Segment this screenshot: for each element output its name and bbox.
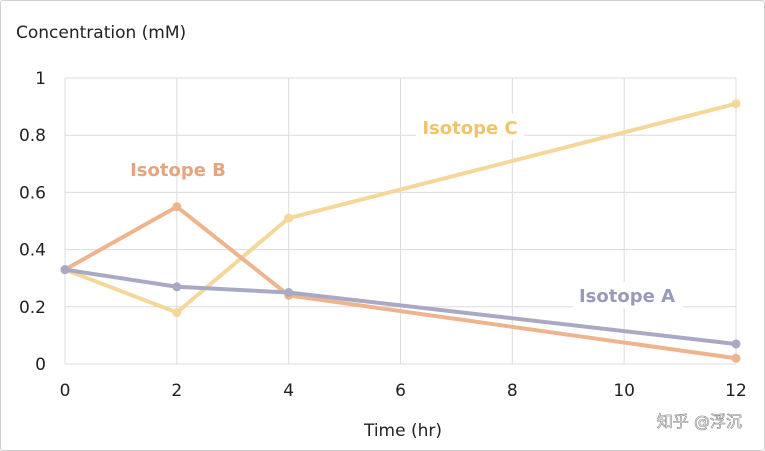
isotope-b-line: [63, 204, 738, 361]
x-tick-label: 4: [283, 381, 294, 401]
x-tick-label: 8: [507, 381, 518, 401]
isotope-b-point: [731, 353, 741, 363]
series-labels: Isotope C Isotope B Isotope A: [130, 114, 683, 308]
isotope-a-point: [172, 282, 182, 292]
y-tick-label: 0.6: [19, 183, 46, 203]
x-tick-label: 0: [60, 381, 71, 401]
isotope-c-point: [284, 213, 294, 223]
grid-lines: [64, 77, 737, 365]
x-tick-label: 10: [613, 381, 635, 401]
x-axis-title: Time (hr): [363, 421, 442, 441]
y-tick-label: 0.8: [19, 126, 46, 146]
isotope-a-label: Isotope A: [579, 286, 675, 307]
isotope-c-point: [172, 308, 182, 318]
y-tick-labels: 0 0.2 0.4 0.6 0.8 1: [19, 69, 46, 375]
y-axis-title: Concentration (mM): [16, 23, 186, 43]
isotope-a-point: [60, 265, 70, 275]
watermark-text: 知乎 @浮沉: [657, 412, 742, 431]
y-tick-label: 0: [35, 355, 46, 375]
isotope-a-point: [284, 288, 294, 297]
x-tick-label: 6: [395, 381, 406, 401]
isotope-a-line: [63, 267, 738, 346]
isotope-c-label: Isotope C: [422, 118, 517, 139]
x-tick-label: 2: [171, 381, 182, 401]
x-tick-label: 12: [725, 381, 747, 401]
isotope-a-point: [731, 339, 741, 349]
isotope-c-line: [63, 101, 738, 315]
isotope-c-point: [731, 99, 741, 109]
isotope-b-point: [172, 202, 182, 212]
y-tick-label: 1: [35, 69, 46, 89]
isotope-c-label-bg: [416, 114, 524, 140]
x-tick-labels: 0 2 4 6 8 10 12: [60, 381, 747, 401]
isotope-a-label-bg: [573, 282, 683, 308]
y-tick-label: 0.4: [19, 241, 46, 261]
y-tick-label: 0.2: [19, 298, 46, 318]
series-lines: [60, 99, 741, 363]
isotope-b-label: Isotope B: [130, 160, 226, 181]
